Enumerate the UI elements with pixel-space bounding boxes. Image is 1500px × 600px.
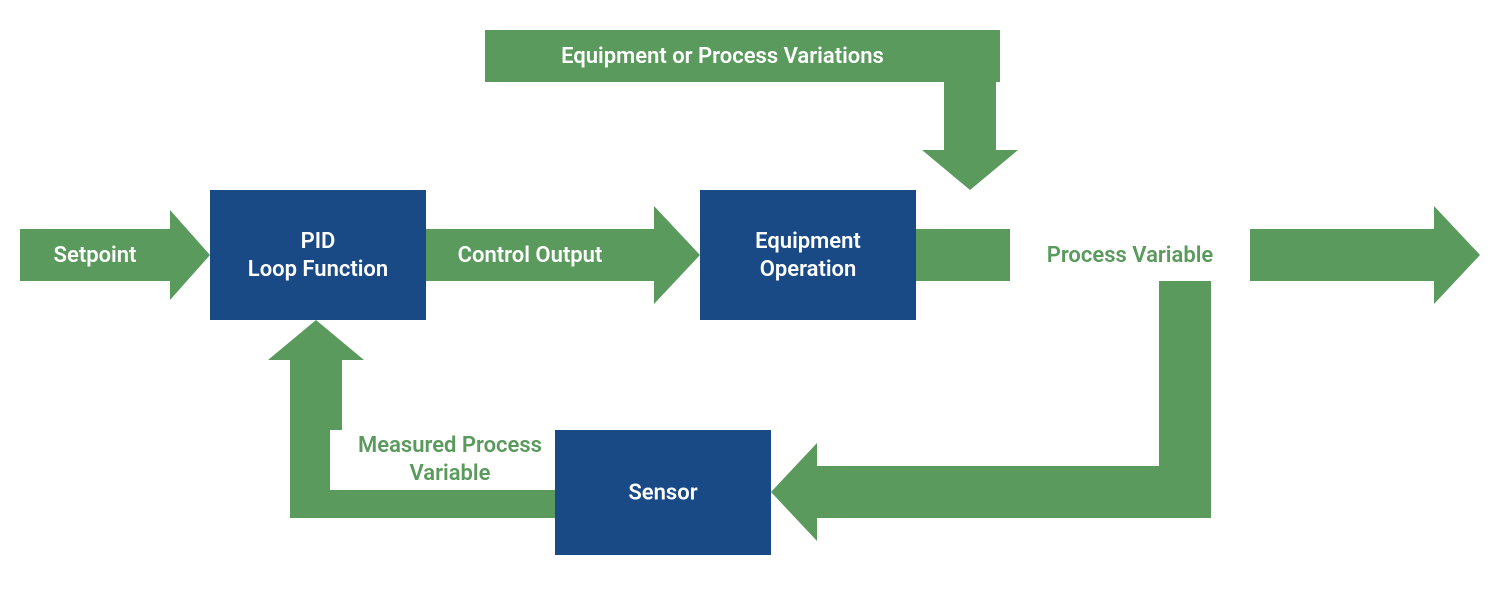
label-mpv-2b: Variable [410, 461, 491, 486]
arrow-variations-shaft [944, 30, 996, 150]
box-pid-label-2: Loop Function [248, 257, 388, 282]
flowchart-svg: SetpointControl OutputProcess VariablePr… [0, 0, 1500, 600]
label-process-variable-2: Process Variable [1047, 243, 1214, 268]
box-pid [210, 190, 426, 320]
box-pid-label-1: PID [301, 229, 336, 254]
arrow-feedback-horiz [817, 466, 1211, 518]
box-sensor-label: Sensor [628, 480, 697, 505]
box-equip-label-1: Equipment [755, 229, 861, 254]
arrow-variations-head [922, 150, 1018, 190]
label-control-output: Control Output [458, 243, 603, 268]
arrow-mpv-head [268, 320, 364, 360]
arrow-feedback-head [771, 443, 817, 541]
label-variations: Equipment or Process Variations [561, 44, 884, 69]
diagram-root: SetpointControl OutputProcess VariablePr… [0, 0, 1500, 600]
box-equip-label-2: Operation [760, 257, 857, 282]
box-equipment [700, 190, 916, 320]
label-mpv-1b: Measured Process [358, 433, 542, 458]
label-setpoint: Setpoint [54, 243, 137, 268]
